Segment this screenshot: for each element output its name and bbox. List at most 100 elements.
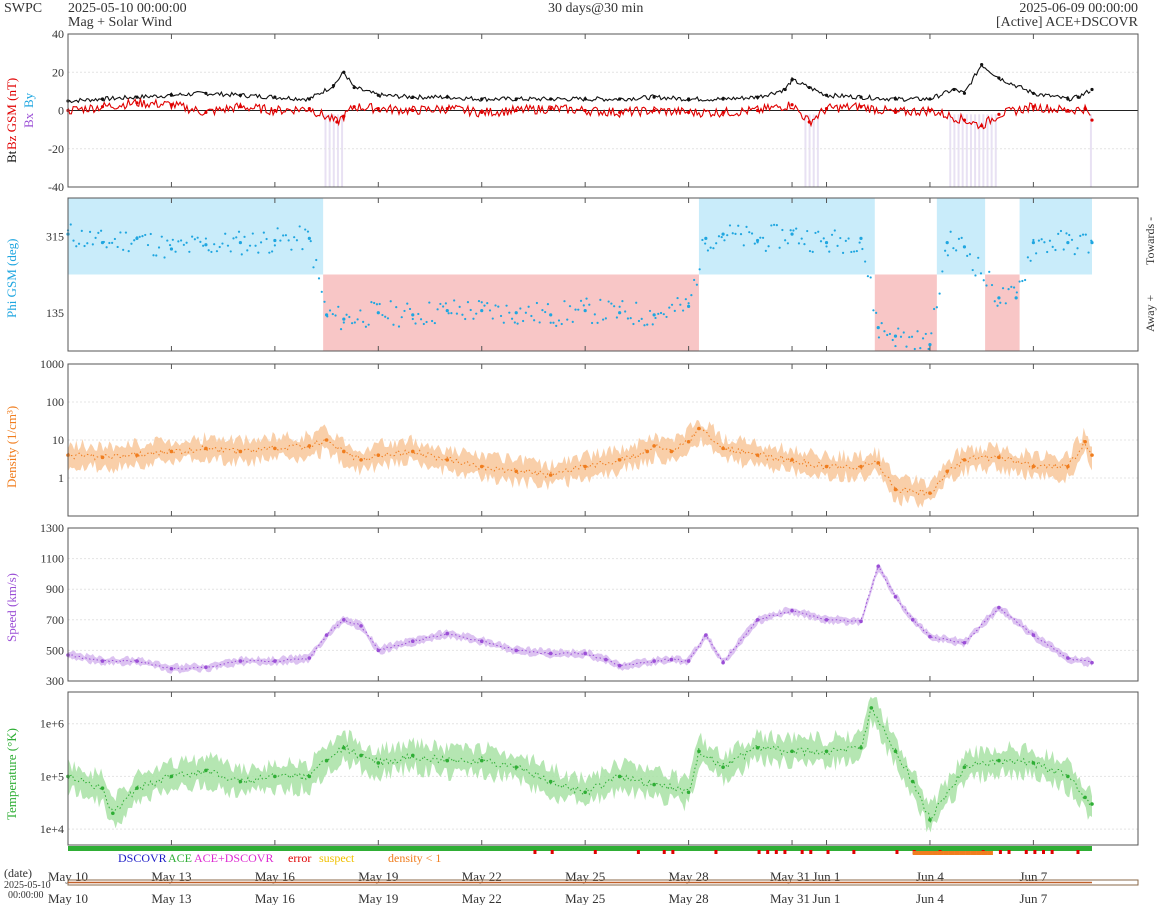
- phi-scatter-dot: [643, 324, 646, 327]
- density-point-1: [100, 455, 105, 460]
- phi-scatter-dot: [287, 239, 290, 242]
- phi-sector-towards-2: [698, 198, 875, 275]
- phi-scatter-dot: [629, 317, 632, 320]
- phi-scatter-dot: [370, 301, 373, 304]
- phi-scatter-dot: [80, 229, 83, 233]
- phi-point-16: [583, 309, 587, 313]
- density-lt1-flag-mark: [945, 851, 949, 855]
- phi-scatter-dot: [111, 241, 114, 244]
- mag-point-0-5: [238, 93, 242, 97]
- speed-ytick-label-4: 1100: [40, 552, 64, 566]
- phi-scatter-dot: [806, 229, 809, 233]
- temperature-point-9: [324, 758, 329, 763]
- phi-scatter-dot: [665, 315, 668, 319]
- phi-scatter-dot: [990, 283, 994, 287]
- bz-negative-shade: [328, 114, 331, 187]
- phi-scatter-dot: [960, 236, 963, 239]
- phi-scatter-dot: [475, 312, 478, 315]
- phi-scatter-dot: [579, 299, 583, 302]
- phi-scatter-dot: [480, 301, 483, 304]
- xtick-label-lower-9: Jun 4: [916, 891, 944, 905]
- phi-scatter-dot: [1057, 232, 1060, 235]
- speed-point-17: [583, 651, 587, 656]
- mag-point-1-16: [549, 106, 553, 111]
- phi-scatter-dot: [717, 235, 721, 238]
- temperature-ylabel: Temperature (°K): [4, 728, 19, 820]
- mag-point-1-34: [1083, 106, 1087, 111]
- mag-ytick-label-3: 20: [52, 65, 64, 79]
- phi-scatter-dot: [91, 243, 94, 246]
- density-point-24: [721, 446, 725, 451]
- density-point-37: [1083, 439, 1087, 444]
- error-flag-mark: [550, 850, 554, 854]
- phi-scatter-dot: [728, 224, 732, 227]
- phi-scatter-dot: [279, 239, 282, 242]
- density-point-33: [962, 458, 967, 462]
- phi-panel-frame: [67, 197, 1139, 352]
- phi-scatter-dot: [808, 249, 812, 253]
- density-point-8: [324, 438, 329, 442]
- phi-scatter-dot: [513, 321, 516, 324]
- density-lt1-flag-mark: [937, 851, 941, 855]
- phi-scatter-dot: [122, 248, 125, 251]
- phi-point-25: [859, 236, 863, 240]
- phi-scatter-dot: [155, 254, 158, 257]
- phi-scatter-dot: [1051, 245, 1054, 248]
- speed-point-19: [617, 663, 622, 668]
- error-flag-mark: [1042, 850, 1046, 854]
- phi-scatter-dot: [767, 245, 770, 248]
- temperature-point-5: [204, 768, 208, 773]
- speed-point-13: [445, 631, 450, 636]
- error-flag-mark: [533, 850, 537, 854]
- phi-scatter-dot: [850, 250, 853, 254]
- phi-scatter-dot: [621, 300, 624, 303]
- mag-point-0-10: [352, 85, 356, 90]
- phi-scatter-dot: [373, 301, 376, 305]
- phi-scatter-dot: [1010, 285, 1013, 288]
- phi-scatter-dot: [88, 230, 92, 233]
- phi-scatter-dot: [985, 284, 988, 287]
- phi-scatter-dot: [207, 249, 210, 252]
- bz-negative-shade: [949, 114, 952, 187]
- phi-point-6: [273, 238, 277, 243]
- temperature-point-25: [790, 749, 794, 754]
- density-lt1-flag-mark: [912, 851, 916, 855]
- phi-scatter-dot: [1079, 234, 1082, 237]
- phi-scatter-dot: [141, 235, 144, 238]
- temperature-point-18: [583, 790, 587, 795]
- phi-scatter-dot: [199, 240, 202, 243]
- phi-point-29: [945, 241, 949, 245]
- phi-scatter-dot: [858, 241, 861, 244]
- density-point-22: [686, 439, 691, 444]
- error-flag-mark: [826, 850, 830, 854]
- mag-point-0-31: [962, 91, 967, 95]
- temperature-point-33: [997, 758, 1001, 763]
- phi-scatter-dot: [265, 237, 268, 241]
- legend-error: error: [288, 851, 311, 865]
- speed-point-34: [997, 605, 1001, 610]
- phi-scatter-dot: [262, 231, 265, 234]
- phi-scatter-dot: [315, 258, 318, 262]
- density-point-32: [945, 469, 949, 474]
- density-point-35: [1031, 464, 1036, 469]
- phi-scatter-dot: [196, 236, 199, 239]
- phi-scatter-dot: [602, 318, 605, 321]
- temperature-ytick-label-0: 1e+4: [40, 822, 64, 836]
- phi-scatter-dot: [982, 279, 985, 282]
- phi-point-13: [480, 309, 484, 313]
- phi-scatter-dot: [293, 236, 296, 239]
- phi-scatter-dot: [510, 317, 514, 320]
- density-lt1-flag-mark: [926, 851, 930, 855]
- phi-scatter-dot: [607, 300, 610, 303]
- phi-scatter-dot: [646, 323, 649, 326]
- error-flag-mark: [852, 850, 856, 854]
- mag-series-bt: [67, 64, 1091, 104]
- phi-scatter-dot: [1084, 233, 1087, 236]
- phi-scatter-dot: [618, 305, 621, 308]
- phi-scatter-dot: [215, 250, 219, 253]
- temperature-point-1: [100, 786, 105, 790]
- phi-scatter-dot: [836, 244, 839, 247]
- phi-scatter-dot: [853, 250, 856, 253]
- phi-scatter-dot: [179, 239, 183, 242]
- temperature-point-32: [962, 765, 967, 769]
